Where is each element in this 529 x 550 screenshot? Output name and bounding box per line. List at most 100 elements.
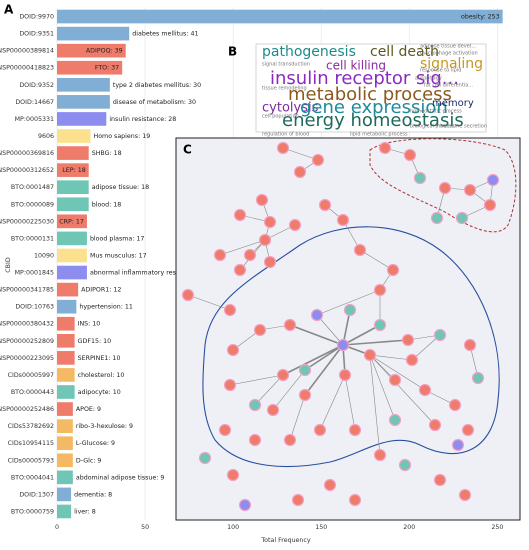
data-label: CRP: 17 xyxy=(59,218,84,225)
node xyxy=(263,255,277,269)
node xyxy=(223,378,237,392)
y-tick-label: 9606 xyxy=(38,133,54,140)
word: lipid metabolic process xyxy=(350,132,408,138)
edge xyxy=(187,294,231,311)
edge xyxy=(229,374,284,386)
bar xyxy=(57,385,75,399)
data-label: abnormal inflammatory response: 17 xyxy=(90,270,207,277)
data-label: adipocyte: 10 xyxy=(78,389,121,396)
node xyxy=(483,198,497,212)
node xyxy=(263,215,277,229)
node xyxy=(255,193,269,207)
y-tick-label: 10090 xyxy=(34,252,54,259)
cluster-outline xyxy=(369,138,517,233)
word: cell population xyxy=(262,114,299,120)
word: macrophage activation xyxy=(420,51,478,57)
data-label: ribo-3-hexulose: 9 xyxy=(76,423,133,430)
edge xyxy=(319,374,346,431)
y-tick-label: DOID:10763 xyxy=(15,304,54,311)
node xyxy=(413,171,427,185)
node xyxy=(471,371,485,385)
node xyxy=(363,348,377,362)
word: cytolysis xyxy=(262,101,319,116)
data-label: LEP: 18 xyxy=(62,167,85,174)
y-tick-label: BTO:0004041 xyxy=(11,474,54,481)
data-label: abdominal adipose tissue: 9 xyxy=(76,474,165,481)
panel-letter: B xyxy=(228,45,237,59)
y-tick-label: ENSP00000380432 xyxy=(0,321,54,328)
word: pathogenesis xyxy=(262,44,356,60)
bar xyxy=(57,402,73,416)
x-tick-label: 250 xyxy=(491,524,503,531)
node xyxy=(288,218,302,232)
node xyxy=(253,323,267,337)
word: gene expression xyxy=(300,97,448,118)
y-tick-label: MP:0001845 xyxy=(15,270,54,277)
node xyxy=(388,413,402,427)
bar xyxy=(57,60,123,75)
bar xyxy=(57,504,72,519)
node xyxy=(226,468,240,482)
y-tick-label: CIDs53782692 xyxy=(8,423,54,430)
y-tick-label: BTO:0000443 xyxy=(11,389,54,396)
bar xyxy=(57,351,75,365)
data-label: type 2 diabetes mellitus: 30 xyxy=(113,82,201,89)
node xyxy=(388,373,402,387)
bar xyxy=(57,43,126,58)
panel-letter: C xyxy=(183,143,192,157)
network xyxy=(181,141,500,512)
edge xyxy=(369,354,396,421)
node xyxy=(463,183,477,197)
data-label: FTO: 37 xyxy=(95,65,119,72)
bar xyxy=(57,180,89,195)
node xyxy=(403,148,417,162)
edge xyxy=(282,344,344,376)
node xyxy=(336,338,350,352)
bar xyxy=(57,146,89,160)
edge xyxy=(282,147,319,161)
word: metabolic process xyxy=(288,84,452,105)
x-tick-label: 150 xyxy=(315,524,327,531)
node xyxy=(213,248,227,262)
data-label: hypertension: 11 xyxy=(79,304,133,311)
bar xyxy=(57,112,107,126)
data-label: Mus musculus: 17 xyxy=(90,252,147,259)
y-tick-label: DOID:14667 xyxy=(15,99,54,106)
node xyxy=(266,403,280,417)
node xyxy=(378,141,392,155)
edge xyxy=(304,344,344,396)
node xyxy=(430,211,444,225)
bar xyxy=(57,316,75,331)
word: cell death xyxy=(370,44,439,60)
data-label: INS: 10 xyxy=(78,321,101,328)
word: insulin receptor sig... xyxy=(270,68,459,89)
node xyxy=(451,438,465,452)
y-tick-label: BTO:0001487 xyxy=(11,184,54,191)
word: biological process xyxy=(410,124,455,130)
data-label: SERPINE1: 10 xyxy=(78,355,121,362)
edge xyxy=(359,249,394,271)
y-tick-label: ENSP00000369816 xyxy=(0,150,54,157)
node xyxy=(486,173,500,187)
node xyxy=(401,333,415,347)
node xyxy=(248,433,262,447)
edge xyxy=(369,354,426,391)
cluster-outline xyxy=(202,226,500,468)
y-tick-label: ENSP00000389814 xyxy=(0,48,54,55)
node xyxy=(226,343,240,357)
panel-letter: A xyxy=(4,3,14,17)
data-label: obesity: 253 xyxy=(461,14,500,21)
node xyxy=(353,243,367,257)
bar xyxy=(57,333,75,348)
node xyxy=(348,423,362,437)
node xyxy=(373,283,387,297)
data-label: blood plasma: 17 xyxy=(90,235,144,242)
edge xyxy=(272,369,306,411)
bar xyxy=(57,487,72,502)
y-tick-label: DOID:9970 xyxy=(19,14,54,21)
node xyxy=(293,165,307,179)
y-tick-label: ENSP00000223095 xyxy=(0,355,54,362)
node xyxy=(298,388,312,402)
node xyxy=(343,303,357,317)
x-tick-label: 100 xyxy=(227,524,239,531)
